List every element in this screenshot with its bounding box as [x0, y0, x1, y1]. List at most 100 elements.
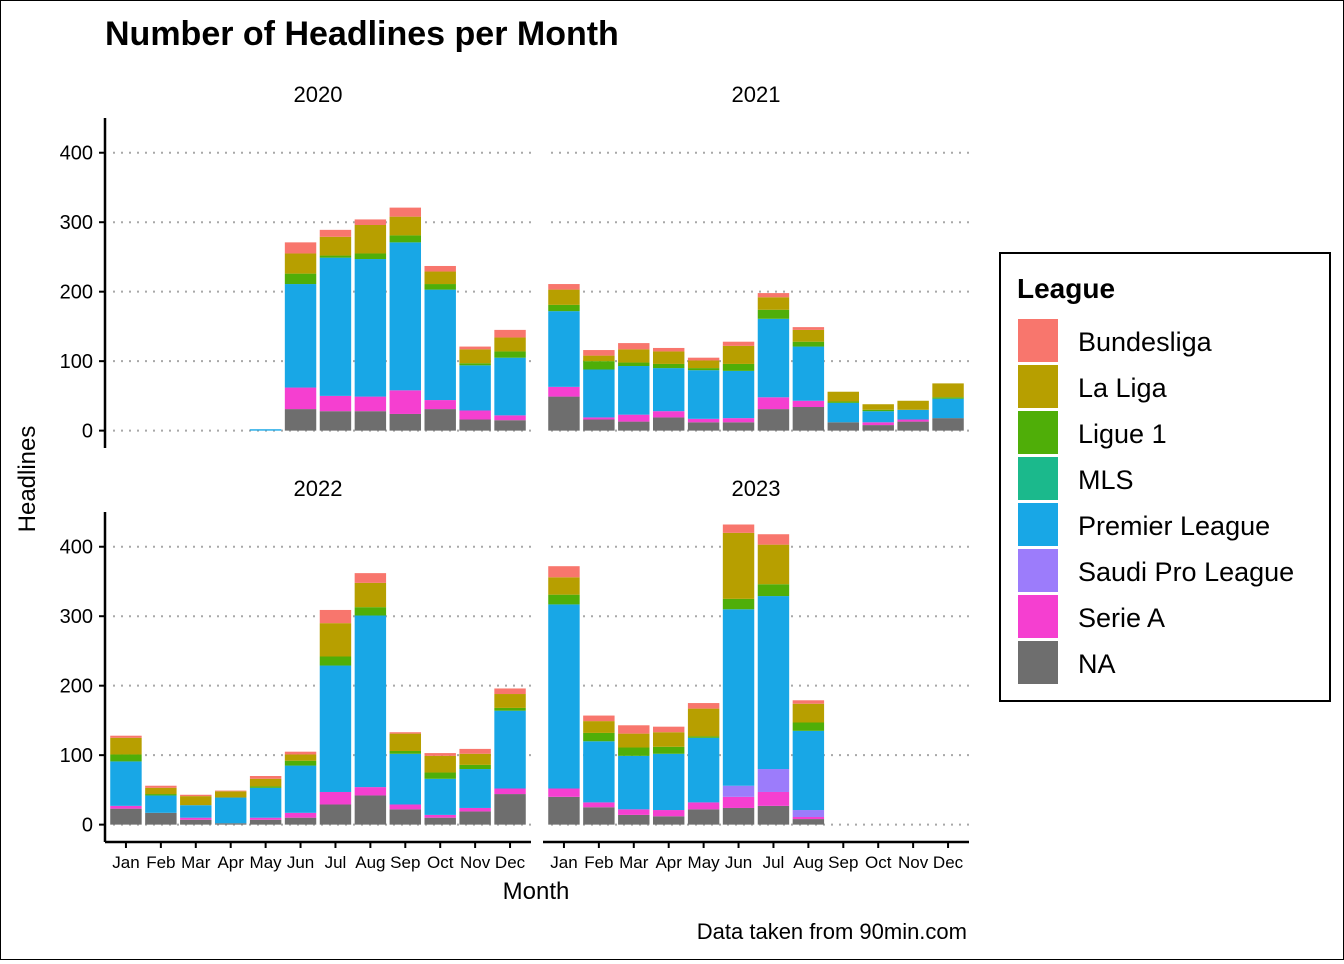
bar-segment-2021-jun-la-liga: [722, 345, 755, 364]
bar-segment-2020-nov-serie-a: [459, 410, 491, 420]
bar-segment-2022-sep-na: [389, 809, 422, 825]
facet-panel-2021: 2021: [548, 82, 969, 432]
x-tick-label: Sep: [828, 853, 858, 872]
legend-label: Saudi Pro League: [1078, 557, 1294, 587]
bar-segment-2020-jun-la-liga: [284, 253, 317, 274]
bar-segment-2023-may-ligue-1: [687, 736, 720, 738]
bar-segment-2021-dec-premier-league: [932, 398, 964, 419]
bar-segment-2021-jul-serie-a: [757, 397, 790, 410]
x-tick-label: Jul: [325, 853, 347, 872]
bar-segment-2022-apr-la-liga: [214, 791, 247, 798]
legend-item-saudi-pro-league: Saudi Pro League: [1018, 549, 1294, 592]
bar-segment-2022-jul-ligue-1: [319, 656, 352, 666]
bar-segment-2020-aug-na: [354, 411, 387, 431]
x-tick-label: Aug: [793, 853, 823, 872]
bar-segment-2021-jan-na: [548, 396, 580, 431]
bar-segment-2022-aug-na: [354, 795, 387, 825]
y-tick-label: 200: [60, 282, 93, 304]
x-axis-title: Month: [503, 878, 570, 905]
bar-segment-2021-apr-na: [652, 417, 685, 431]
facet-panel-2022: 2022 0 100 200 300 400 Jan Feb Mar Apr May Jun Jul Au…: [60, 476, 531, 872]
bar-segment-2021-mar-ligue-1: [618, 362, 650, 367]
bar-segment-2021-dec-ligue-1: [932, 397, 964, 399]
bar-segment-2022-jan-la-liga: [110, 737, 142, 755]
y-tick-label: 100: [60, 745, 93, 767]
bar-segment-2020-dec-serie-a: [494, 415, 526, 421]
bar-segment-2022-jun-bundesliga: [284, 751, 317, 755]
y-tick-label: 400: [60, 537, 93, 559]
bar-segment-2020-nov-premier-league: [459, 365, 491, 411]
bar-segment-2021-apr-premier-league: [652, 368, 685, 412]
x-tick-label: Nov: [460, 853, 491, 872]
x-tick-label: Apr: [217, 853, 244, 872]
bar-segment-2022-oct-premier-league: [424, 778, 456, 815]
bar-segment-2022-jul-la-liga: [319, 623, 352, 657]
bar-segment-2021-jul-na: [757, 409, 790, 431]
bar-segment-2021-jan-premier-league: [548, 311, 580, 387]
bar-segment-2023-feb-na: [583, 807, 615, 825]
legend-swatch: [1018, 503, 1058, 546]
bar-segment-2021-apr-ligue-1: [652, 363, 685, 369]
y-tick-label: 100: [60, 351, 93, 373]
bar-segment-2022-dec-la-liga: [494, 694, 526, 708]
bar-segment-2022-oct-la-liga: [424, 755, 456, 773]
x-tick-label: Feb: [146, 853, 175, 872]
bar-segment-2022-jul-serie-a: [319, 791, 352, 805]
bar-segment-2022-sep-premier-league: [389, 753, 422, 805]
bar-segment-2023-jan-serie-a: [548, 788, 580, 797]
bar-segment-2022-dec-bundesliga: [494, 688, 526, 695]
bar-segment-2020-aug-serie-a: [354, 396, 387, 412]
bar-segment-2023-may-bundesliga: [687, 703, 720, 709]
bar-segment-2023-may-na: [687, 809, 720, 825]
bar-segment-2023-jan-na: [548, 796, 580, 825]
bar-segment-2021-mar-premier-league: [618, 366, 650, 415]
bar-segment-2020-dec-la-liga: [494, 337, 526, 352]
bar-segment-2023-jul-ligue-1: [757, 584, 790, 597]
facet-title: 2023: [732, 476, 781, 501]
bar-segment-2022-sep-ligue-1: [389, 750, 422, 754]
bar-segment-2021-oct-la-liga: [862, 404, 894, 410]
bar-segment-2021-nov-serie-a: [897, 419, 929, 422]
bar-segment-2022-sep-serie-a: [389, 804, 422, 810]
bar-segment-2023-jun-la-liga: [722, 532, 755, 599]
bar-segment-2023-apr-premier-league: [652, 753, 685, 811]
bar-segment-2021-may-bundesliga: [687, 357, 720, 361]
bar-segment-2021-aug-bundesliga: [792, 327, 825, 330]
bar-segment-2020-sep-bundesliga: [389, 207, 422, 217]
bar-segment-2020-jul-na: [319, 411, 352, 431]
bar-segment-2021-mar-serie-a: [618, 414, 650, 422]
bar-segment-2022-jun-ligue-1: [284, 760, 317, 766]
bar-segment-2021-may-ligue-1: [687, 368, 720, 371]
bar-segment-2021-aug-premier-league: [792, 346, 825, 401]
bar-segment-2021-jan-serie-a: [548, 386, 580, 397]
bar-segment-2023-jul-saudi-pro-league: [757, 769, 790, 792]
y-tick-label: 300: [60, 606, 93, 628]
legend-swatch: [1018, 595, 1058, 638]
y-axis-title: Headlines: [14, 426, 41, 533]
bar-segment-2020-sep-serie-a: [389, 390, 422, 414]
bar-segment-2022-dec-ligue-1: [494, 707, 526, 711]
bar-segment-2022-jun-premier-league: [284, 765, 317, 813]
bar-segment-2023-jul-serie-a: [757, 791, 790, 806]
bar-segment-2023-jan-la-liga: [548, 577, 580, 595]
bar-segment-2020-aug-la-liga: [354, 224, 387, 254]
bar-segment-2022-feb-premier-league: [145, 795, 177, 813]
bar-segment-2023-jan-ligue-1: [548, 594, 580, 605]
bar-segment-2023-apr-serie-a: [652, 810, 685, 817]
bar-segment-2021-jun-bundesliga: [722, 341, 755, 346]
x-tick-label: Oct: [865, 853, 892, 872]
bar-segment-2022-jan-bundesliga: [110, 735, 142, 738]
bar-segment-2022-feb-na: [145, 812, 177, 825]
legend-swatch: [1018, 365, 1058, 408]
bar-segment-2020-jul-premier-league: [319, 257, 352, 396]
bar-segment-2021-oct-premier-league: [862, 411, 894, 423]
bar-segment-2022-mar-premier-league: [180, 805, 212, 818]
bar-segment-2022-aug-serie-a: [354, 787, 387, 796]
bar-segment-2022-may-bundesliga: [249, 776, 282, 779]
bar-segment-2020-oct-serie-a: [424, 400, 456, 410]
bar-segment-2022-jun-na: [284, 817, 317, 825]
bar-segment-2021-feb-na: [583, 419, 615, 431]
bar-segment-2022-may-serie-a: [249, 817, 282, 820]
legend-label: Serie A: [1078, 603, 1165, 633]
bar-segment-2022-may-la-liga: [249, 778, 282, 787]
